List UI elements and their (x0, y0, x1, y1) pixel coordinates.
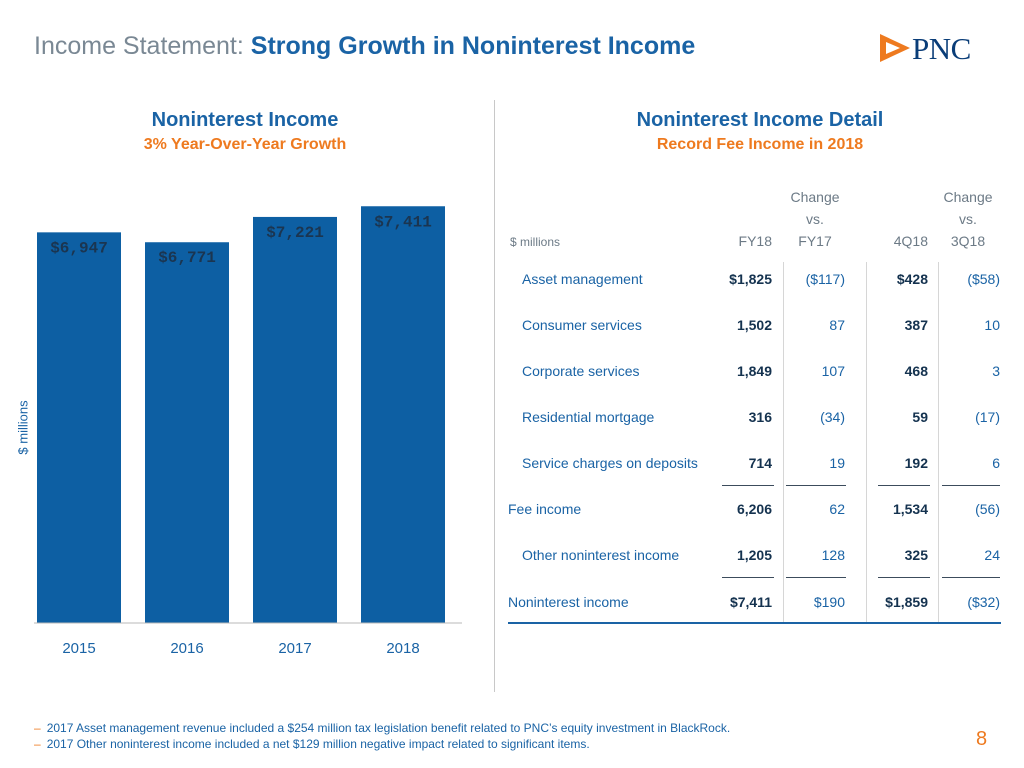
bar-2017 (253, 216, 337, 623)
row-label: Service charges on deposits (522, 455, 698, 471)
footnote-dash: – (34, 721, 41, 735)
col-header-chg-3q18: 3Q18 (950, 233, 986, 249)
table-units: $ millions (510, 235, 561, 249)
subtotal-rule (786, 485, 846, 486)
x-tick-label-2017: 2017 (278, 640, 311, 657)
cell-fy18: 316 (748, 409, 772, 425)
row-label: Residential mortgage (522, 409, 655, 425)
bar-2015 (37, 232, 121, 623)
cell-fy18: 714 (748, 455, 772, 471)
cell-4q18: 1,534 (892, 501, 928, 517)
page-title: Income Statement: Strong Growth in Nonin… (34, 32, 695, 61)
left-panel-title: Noninterest Income (151, 109, 339, 131)
cell-chg-3q18: 10 (984, 317, 1000, 333)
right-panel-title: Noninterest Income Detail (636, 109, 884, 131)
pnc-logo: PNC (878, 30, 994, 66)
row-label: Asset management (522, 271, 643, 287)
cell-chg-fy17: 107 (821, 363, 845, 379)
pnc-triangle-mark-icon (880, 34, 910, 62)
cell-4q18: 325 (904, 547, 928, 563)
bar-2016 (145, 242, 229, 624)
total-rule (786, 577, 846, 578)
cell-chg-fy17: ($117) (805, 271, 845, 287)
x-tick-label-2016: 2016 (170, 640, 203, 657)
subtotal-rule (942, 485, 1000, 486)
cell-fy18: 1,502 (736, 317, 772, 333)
row-label: Consumer services (522, 317, 642, 333)
cell-4q18: 387 (904, 317, 928, 333)
cell-4q18: $428 (896, 271, 928, 287)
page-title-lead: Income Statement: (34, 32, 244, 60)
cell-4q18: 59 (912, 409, 928, 425)
row-label: Fee income (508, 501, 582, 517)
col-header-4q18: 4Q18 (893, 233, 928, 249)
subtotal-rule (722, 485, 774, 486)
cell-chg-fy17: (34) (820, 409, 845, 425)
total-rule (722, 577, 774, 578)
column-separator (783, 262, 784, 622)
footnote-1: –2017 Asset management revenue included … (34, 721, 730, 735)
panel-divider (494, 100, 495, 692)
total-rule (878, 577, 930, 578)
bar-value-label-2017: $7,221 (266, 224, 324, 242)
cell-chg-3q18: (56) (975, 501, 1000, 517)
cell-chg-3q18: ($58) (967, 271, 1000, 287)
total-rule (942, 577, 1000, 578)
cell-chg-fy17: $190 (813, 594, 845, 610)
row-label: Other noninterest income (522, 547, 680, 563)
cell-chg-3q18: 6 (992, 455, 1000, 471)
cell-chg-fy17: 19 (829, 455, 845, 471)
cell-fy18: $1,825 (729, 271, 772, 287)
footnote-1-text: 2017 Asset management revenue included a… (46, 721, 731, 735)
column-separator (866, 262, 867, 622)
cell-4q18: 468 (904, 363, 928, 379)
footnote-2-text: 2017 Other noninterest income included a… (46, 737, 590, 751)
cell-fy18: 1,849 (736, 363, 772, 379)
page-number: 8 (976, 728, 988, 750)
cell-chg-3q18: ($32) (967, 594, 1000, 610)
cell-chg-3q18: (17) (975, 409, 1000, 425)
right-panel-subtitle: Record Fee Income in 2018 (656, 136, 864, 153)
row-label: Corporate services (522, 363, 640, 379)
x-tick-label-2015: 2015 (62, 640, 95, 657)
footnote-dash: – (34, 737, 41, 751)
col-header-chg-fy17: FY17 (798, 233, 832, 249)
col-header-chg-3q18-top: Change (943, 189, 993, 205)
cell-fy18: 6,206 (736, 501, 772, 517)
bar-value-label-2016: $6,771 (158, 249, 216, 267)
col-header-chg-fy17-mid: vs. (806, 211, 824, 227)
x-tick-label-2018: 2018 (386, 640, 419, 657)
col-header-chg-fy17-top: Change (790, 189, 840, 205)
footnote-2: –2017 Other noninterest income included … (34, 737, 590, 751)
cell-fy18: 1,205 (736, 547, 772, 563)
subtotal-rule (878, 485, 930, 486)
cell-4q18: $1,859 (885, 594, 928, 610)
col-header-fy18: FY18 (738, 233, 772, 249)
cell-chg-fy17: 87 (829, 317, 845, 333)
left-panel-subtitle: 3% Year-Over-Year Growth (143, 136, 347, 153)
cell-4q18: 192 (904, 455, 928, 471)
bar-value-label-2015: $6,947 (50, 239, 108, 257)
noninterest-income-bar-chart: $6,947 2015 $6,771 2016 $7,221 2017 $7,411 2018 (34, 206, 462, 657)
row-label: Noninterest income (508, 594, 629, 610)
cell-chg-3q18: 3 (992, 363, 1000, 379)
cell-chg-fy17: 62 (829, 501, 845, 517)
bar-2018 (361, 206, 445, 623)
table-bottom-border (508, 622, 1001, 624)
column-separator (938, 262, 939, 622)
cell-chg-3q18: 24 (984, 547, 1000, 563)
page-title-emphasis: Strong Growth in Noninterest Income (250, 32, 696, 60)
bar-value-label-2018: $7,411 (374, 213, 432, 231)
logo-wordmark: PNC (912, 31, 971, 66)
cell-chg-fy17: 128 (821, 547, 845, 563)
col-header-chg-3q18-mid: vs. (959, 211, 977, 227)
cell-fy18: $7,411 (729, 594, 772, 610)
